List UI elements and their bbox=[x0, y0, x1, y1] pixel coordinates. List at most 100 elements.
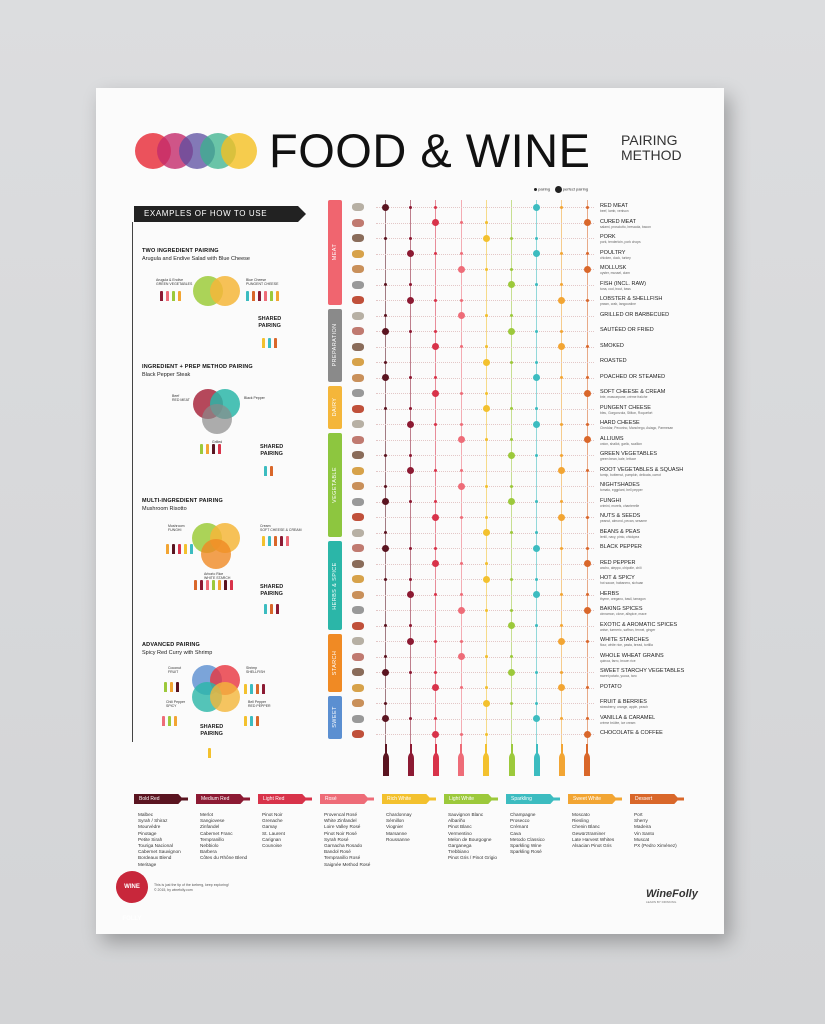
food-examples: cinnamon, clove, allspice, mace bbox=[600, 612, 647, 616]
pairing-dot bbox=[409, 577, 413, 581]
pairing-dot bbox=[434, 639, 438, 643]
pairing-dot bbox=[384, 701, 387, 705]
food-icon bbox=[352, 683, 364, 692]
wine-bottle-icon bbox=[407, 744, 414, 776]
food-examples: salami, prosciutto, bresaola, bacon bbox=[600, 224, 651, 229]
pairing-dot bbox=[484, 267, 488, 271]
perfect-pairing-dot-icon bbox=[554, 186, 562, 193]
perfect-pairing-dot bbox=[432, 560, 440, 567]
mini-bottle-icon bbox=[194, 580, 197, 590]
pairing-dot bbox=[434, 546, 438, 550]
pairing-dot bbox=[409, 407, 413, 410]
food-name: WHOLE WHEAT GRAINS bbox=[600, 652, 664, 659]
venn-diagram-4 bbox=[192, 665, 240, 712]
food-name: HARD CHEESE bbox=[600, 420, 640, 426]
row-guide-line bbox=[376, 207, 594, 208]
food-name: WHITE STARCHES bbox=[600, 637, 649, 643]
pairing-dot bbox=[434, 717, 438, 720]
perfect-pairing-dot bbox=[432, 730, 440, 738]
mini-bottle-icon bbox=[164, 682, 167, 692]
wine-bottle-icon bbox=[432, 744, 439, 776]
category-dairy: DAIRY bbox=[328, 386, 342, 429]
wine-column-line bbox=[536, 200, 538, 747]
venn-diagram-3 bbox=[192, 523, 240, 569]
mini-bottle-icon bbox=[244, 684, 247, 694]
example-ingredient-prep: INGREDIENT + PREP METHOD PAIRING Black P… bbox=[142, 364, 253, 378]
food-examples: quinoa, farro, brown rice bbox=[600, 658, 636, 663]
wine-bottle-icon bbox=[382, 744, 389, 776]
pairing-dot bbox=[409, 624, 413, 627]
category-starch: STARCH bbox=[328, 634, 342, 692]
ex2-b-label: Black Pepper bbox=[244, 396, 265, 400]
perfect-pairing-dot bbox=[482, 699, 490, 707]
pairing-dot-icon bbox=[534, 188, 537, 191]
food-row-label: PORK pork, tenderloin, pork chops bbox=[600, 234, 641, 244]
perfect-pairing-dot bbox=[508, 498, 515, 505]
ex2-a-label: Beef RED MEAT bbox=[172, 394, 190, 402]
row-guide-line bbox=[376, 672, 594, 673]
row-guide-line bbox=[376, 455, 594, 456]
food-row-label: NIGHTSHADES tomato, eggplant, bell pepper bbox=[600, 482, 643, 492]
food-name: SMOKED bbox=[600, 342, 624, 349]
pairing-dot bbox=[459, 422, 463, 426]
mini-bottle-icon bbox=[276, 604, 279, 614]
wine-style-name: Dessert bbox=[635, 796, 653, 802]
food-examples: chicken, duck, turkey bbox=[600, 255, 631, 260]
pairing-dot bbox=[560, 329, 564, 333]
perfect-pairing-dot bbox=[482, 405, 490, 412]
pairing-dot bbox=[384, 655, 387, 658]
food-row-label: POTATO bbox=[600, 684, 622, 690]
food-icon bbox=[352, 389, 364, 397]
perfect-pairing-dot bbox=[407, 591, 415, 598]
mini-bottle-icon bbox=[174, 716, 177, 726]
pairing-dot bbox=[535, 624, 539, 627]
wine-style-name: Light White bbox=[449, 796, 475, 802]
perfect-pairing-dot bbox=[533, 250, 541, 257]
category-label: SWEET bbox=[332, 706, 338, 729]
food-row-label: FUNGHI crimini, morels, chanterelle bbox=[600, 498, 639, 508]
pairing-dot bbox=[459, 686, 463, 689]
category-label: PREPARATION bbox=[332, 323, 338, 367]
perfect-pairing-dot bbox=[382, 203, 389, 211]
category-vegetable: VEGETABLE bbox=[328, 432, 342, 537]
pairing-dot bbox=[560, 593, 564, 596]
example-advanced: ADVANCED PAIRING Spicy Red Curry with Sh… bbox=[142, 642, 212, 656]
wine-style-tag: Medium Red bbox=[196, 794, 250, 804]
perfect-pairing-dot bbox=[482, 358, 490, 366]
pairing-dot bbox=[560, 252, 564, 255]
food-name: ROASTED bbox=[600, 358, 627, 364]
example-two-ingredient: TWO INGREDIENT PAIRING Arugula and Endiv… bbox=[142, 248, 250, 262]
pairing-dot bbox=[434, 376, 438, 379]
wine-style-name: Rosé bbox=[325, 796, 337, 802]
food-examples: hot sauce, habanero, sichuan bbox=[600, 581, 644, 585]
perfect-pairing-dot bbox=[583, 265, 591, 273]
food-icon bbox=[352, 482, 364, 490]
food-name: NIGHTSHADES bbox=[600, 482, 640, 488]
mini-bottle-icon bbox=[252, 291, 255, 301]
pairing-dot bbox=[535, 283, 539, 286]
pairing-dot bbox=[484, 484, 488, 488]
food-row-label: SWEET STARCHY VEGETABLES sweet potato, yu… bbox=[600, 668, 684, 678]
wine-style-name: Rich White bbox=[387, 796, 412, 802]
perfect-pairing-dot bbox=[508, 622, 515, 629]
pairing-dot bbox=[484, 655, 488, 658]
food-name: PORK bbox=[600, 234, 616, 240]
pairing-dot bbox=[434, 500, 438, 503]
perfect-pairing-dot bbox=[508, 668, 515, 676]
pairing-dot bbox=[434, 469, 438, 472]
category-label: HERBS & SPICE bbox=[332, 561, 338, 610]
wine-column-line bbox=[385, 200, 386, 747]
pairing-dot bbox=[384, 453, 387, 457]
perfect-pairing-dot bbox=[457, 482, 465, 490]
mini-bottle-icon bbox=[270, 291, 273, 301]
perfect-pairing-dot bbox=[407, 467, 415, 474]
mini-bottle-icon bbox=[230, 580, 233, 590]
row-guide-line bbox=[376, 594, 594, 596]
food-name: VANILLA & CARAMEL bbox=[600, 714, 656, 721]
perfect-pairing-dot bbox=[432, 513, 440, 521]
mini-bottle-icon bbox=[274, 536, 277, 546]
title-circles-logo bbox=[135, 133, 257, 169]
food-examples: brie, mascarpone, crème fraîche bbox=[600, 395, 648, 399]
pairing-dot bbox=[585, 376, 589, 379]
pairing-dot bbox=[510, 531, 513, 534]
